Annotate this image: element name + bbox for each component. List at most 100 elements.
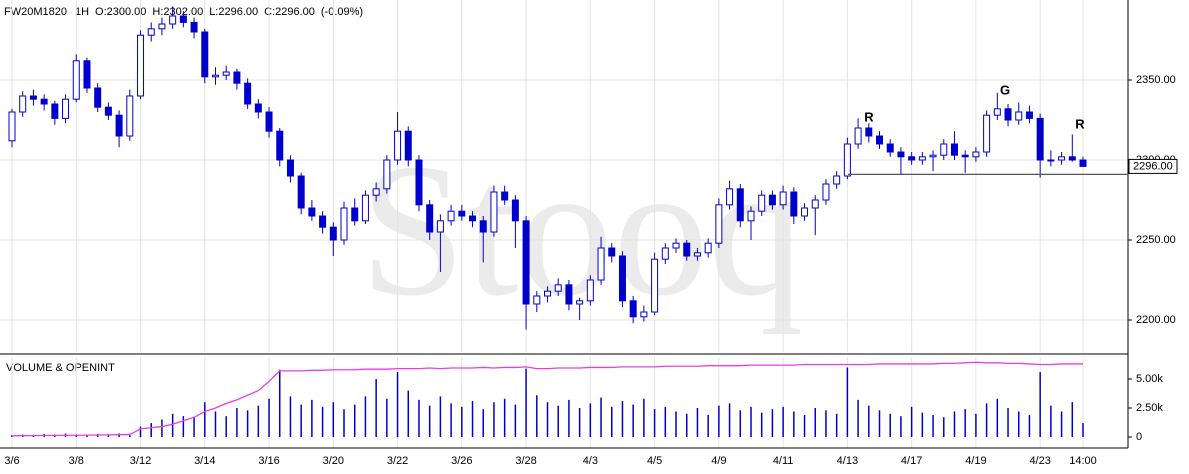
x-tick-label: 4/13 — [837, 455, 858, 467]
candle-body — [822, 183, 830, 201]
candle-body — [618, 255, 626, 302]
candle-body — [1068, 156, 1076, 161]
candle-body — [522, 220, 530, 305]
candle-body — [811, 199, 819, 209]
candle-body — [672, 242, 680, 249]
candle-body — [940, 143, 948, 156]
candle-body — [950, 143, 958, 156]
candle-body — [640, 311, 648, 318]
candle-body — [469, 215, 477, 222]
candle-body — [972, 151, 980, 158]
candle-body — [351, 207, 359, 222]
candle-body — [683, 242, 691, 257]
candle-body — [361, 194, 369, 222]
candle-body — [886, 143, 894, 153]
candle-body — [544, 290, 551, 297]
candle-body — [62, 98, 70, 119]
candle-body — [715, 204, 723, 244]
candle-body — [394, 130, 402, 161]
x-tick-label: 3/16 — [258, 455, 279, 467]
candle-body — [501, 191, 509, 201]
candle-body — [758, 194, 766, 212]
candle-body — [19, 95, 27, 113]
candle-body — [72, 60, 80, 100]
candle-body — [1015, 111, 1023, 121]
candle-body — [897, 151, 905, 158]
x-tick-label: 3/28 — [515, 455, 536, 467]
candle-body — [554, 284, 562, 292]
x-tick-label: 3/22 — [387, 455, 408, 467]
candle-body — [126, 95, 134, 137]
annotation: G — [1000, 82, 1010, 97]
candle-body — [372, 188, 380, 196]
candle-body — [693, 252, 701, 257]
candle-body — [961, 154, 969, 158]
candle-body — [779, 191, 787, 206]
candle-body — [704, 242, 712, 254]
x-tick-label: 14:00 — [1069, 455, 1097, 467]
candle-body — [211, 74, 219, 78]
candle-body — [511, 199, 519, 222]
candle-body — [115, 114, 123, 137]
candle-body — [736, 188, 744, 222]
annotation: R — [864, 109, 874, 124]
candle-body — [876, 135, 884, 145]
candle-body — [51, 103, 59, 119]
candle-body — [929, 154, 937, 158]
candle-body — [854, 127, 862, 145]
candle-body — [768, 194, 776, 206]
candle-body — [1004, 108, 1012, 121]
candle-body — [137, 34, 145, 97]
candle-body — [458, 210, 466, 217]
candle-body — [276, 130, 284, 161]
x-tick-label: 4/19 — [965, 455, 986, 467]
candle-body — [865, 127, 873, 137]
candle-body — [233, 71, 241, 84]
candle-body — [254, 103, 262, 113]
candle-body — [415, 159, 423, 206]
candle-body — [308, 207, 316, 217]
candle-body — [490, 191, 498, 233]
y-tick-label: 2250.00 — [1136, 234, 1176, 246]
x-tick-label: 4/17 — [901, 455, 922, 467]
y-tick-label: 0 — [1136, 431, 1142, 443]
candle-body — [533, 295, 541, 305]
candle-body — [265, 111, 273, 132]
x-tick-label: 4/23 — [1029, 455, 1050, 467]
candle-body — [726, 188, 734, 206]
candle-body — [340, 207, 348, 241]
candle-body — [801, 207, 809, 217]
y-tick-label: 5.00k — [1136, 373, 1163, 385]
annotation: R — [1075, 116, 1085, 131]
close-label: C:2296.00 — [264, 6, 315, 18]
candle-body — [190, 21, 198, 33]
candle-body — [908, 156, 916, 161]
x-tick-label: 3/8 — [69, 455, 84, 467]
x-tick-label: 4/9 — [711, 455, 726, 467]
candle-body — [1036, 117, 1044, 161]
symbol: FW20M1820 — [4, 6, 67, 18]
candle-body — [565, 284, 573, 305]
candle-body — [329, 226, 337, 241]
candle-body — [1079, 159, 1087, 167]
header: FW20M1820 1H O:2300.00 H:2302.00 L:2296.00 C:… — [4, 6, 363, 18]
candle-body — [843, 143, 851, 177]
x-tick-label: 3/6 — [4, 455, 19, 467]
candle-body — [586, 279, 594, 302]
candle-body — [747, 210, 755, 222]
candle-body — [993, 108, 1001, 116]
candle-body — [83, 60, 91, 89]
candle-body — [629, 300, 637, 318]
candle-body — [29, 95, 37, 100]
candle-body — [1058, 156, 1066, 161]
candle-body — [147, 28, 155, 36]
candle-body — [297, 175, 305, 209]
price-box — [1128, 158, 1178, 174]
candle-body — [576, 300, 584, 305]
candle-body — [169, 15, 177, 25]
y-tick-label: 2.50k — [1136, 402, 1163, 414]
candle-body — [404, 130, 412, 161]
candle-body — [222, 71, 230, 76]
candle-body — [286, 159, 294, 177]
